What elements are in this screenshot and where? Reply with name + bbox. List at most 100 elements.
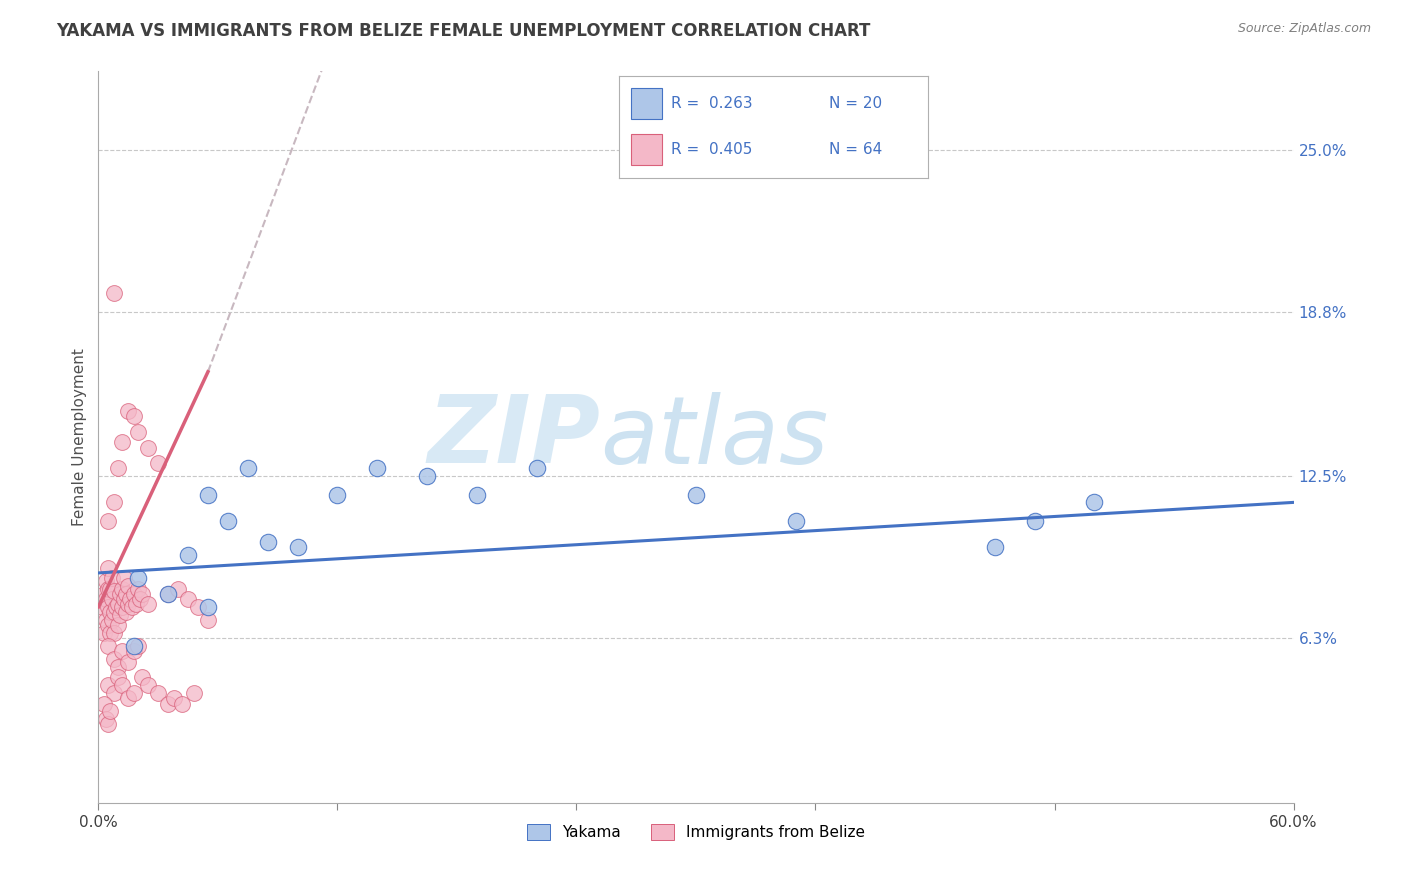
Y-axis label: Female Unemployment: Female Unemployment: [72, 348, 87, 526]
Point: [984, 540, 1007, 554]
Point: [256, 534, 278, 549]
Point: [416, 469, 439, 483]
FancyBboxPatch shape: [631, 88, 662, 119]
Point: [115, 587, 138, 601]
Point: [96, 712, 118, 726]
Point: [127, 425, 149, 439]
Point: [785, 514, 807, 528]
Point: [110, 587, 132, 601]
Point: [105, 599, 128, 614]
Point: [93, 587, 115, 601]
Point: [103, 495, 125, 509]
Point: [124, 409, 146, 424]
Point: [217, 514, 239, 528]
Point: [115, 605, 138, 619]
Point: [117, 655, 139, 669]
Point: [91, 599, 114, 614]
Point: [157, 587, 180, 601]
Point: [97, 717, 120, 731]
Point: [110, 607, 132, 622]
Legend: Yakama, Immigrants from Belize: Yakama, Immigrants from Belize: [520, 818, 872, 847]
Point: [131, 587, 153, 601]
Text: R =  0.405: R = 0.405: [671, 142, 752, 157]
Point: [197, 599, 219, 614]
Point: [120, 592, 142, 607]
Point: [148, 456, 170, 470]
Point: [101, 613, 124, 627]
Point: [236, 461, 259, 475]
Text: YAKAMA VS IMMIGRANTS FROM BELIZE FEMALE UNEMPLOYMENT CORRELATION CHART: YAKAMA VS IMMIGRANTS FROM BELIZE FEMALE …: [56, 22, 870, 40]
Point: [117, 404, 139, 418]
Point: [98, 705, 122, 719]
Point: [96, 592, 118, 607]
Point: [97, 514, 120, 528]
Point: [103, 626, 125, 640]
Point: [103, 584, 125, 599]
Point: [366, 461, 388, 475]
Point: [101, 592, 124, 607]
Point: [326, 487, 349, 501]
Point: [177, 548, 200, 562]
Point: [97, 618, 120, 632]
Point: [685, 487, 707, 501]
Point: [107, 618, 129, 632]
Point: [183, 686, 205, 700]
Point: [117, 579, 139, 593]
Text: Source: ZipAtlas.com: Source: ZipAtlas.com: [1237, 22, 1371, 36]
Point: [103, 652, 125, 666]
Point: [172, 697, 194, 711]
Point: [107, 660, 129, 674]
Point: [97, 599, 120, 614]
Point: [112, 571, 135, 585]
Point: [167, 582, 190, 596]
Point: [129, 592, 152, 607]
Point: [125, 597, 148, 611]
Point: [101, 571, 124, 585]
Point: [526, 461, 548, 475]
Point: [103, 686, 125, 700]
Point: [97, 582, 120, 596]
Point: [157, 697, 180, 711]
Point: [197, 613, 219, 627]
Point: [124, 686, 146, 700]
Point: [124, 644, 146, 658]
FancyBboxPatch shape: [631, 135, 662, 165]
Point: [103, 286, 125, 301]
Point: [1024, 514, 1046, 528]
Point: [148, 686, 170, 700]
Point: [96, 574, 118, 588]
Point: [127, 639, 149, 653]
Point: [177, 592, 200, 607]
Point: [107, 597, 129, 611]
Point: [93, 626, 115, 640]
Text: N = 20: N = 20: [830, 96, 882, 111]
Text: ZIP: ZIP: [427, 391, 600, 483]
Point: [111, 644, 134, 658]
Point: [98, 582, 122, 596]
Point: [124, 587, 146, 601]
Point: [107, 461, 129, 475]
Point: [117, 597, 139, 611]
Point: [127, 582, 149, 596]
Point: [103, 605, 125, 619]
Point: [136, 678, 159, 692]
Point: [127, 571, 149, 585]
Point: [112, 592, 135, 607]
Point: [465, 487, 488, 501]
Point: [96, 613, 118, 627]
Point: [93, 697, 115, 711]
Point: [136, 441, 159, 455]
Text: N = 64: N = 64: [830, 142, 882, 157]
Point: [98, 605, 122, 619]
Point: [97, 639, 120, 653]
Point: [111, 599, 134, 614]
Point: [136, 597, 159, 611]
Point: [131, 670, 153, 684]
Point: [98, 626, 122, 640]
Point: [107, 670, 129, 684]
Point: [1083, 495, 1105, 509]
Point: [287, 540, 309, 554]
Point: [197, 487, 219, 501]
Point: [157, 587, 180, 601]
Text: atlas: atlas: [600, 392, 828, 483]
